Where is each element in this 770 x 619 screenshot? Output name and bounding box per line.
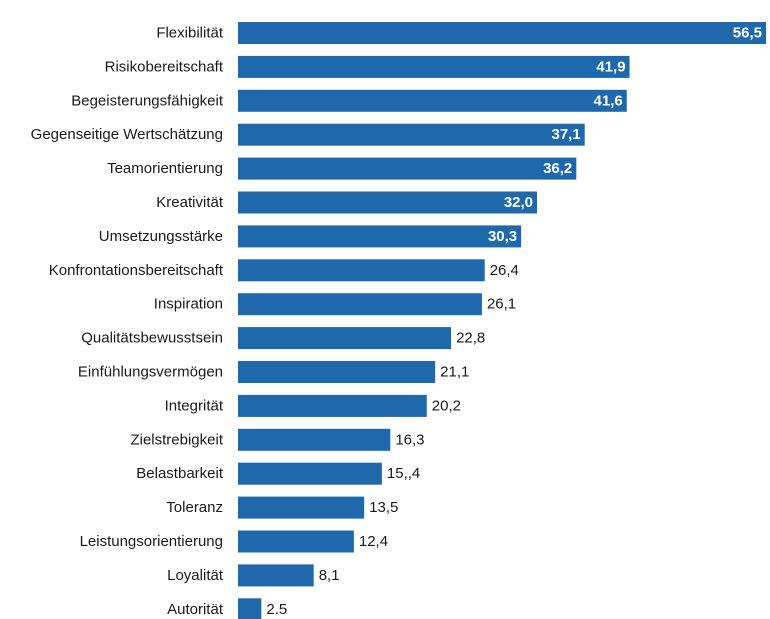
bar (238, 428, 391, 451)
value-label: 20,2 (432, 397, 461, 414)
category-label: Inspiration (154, 296, 223, 313)
value-label: 41,9 (596, 58, 625, 75)
bar (238, 496, 365, 519)
category-label: Begeisterungsfähigkeit (71, 92, 224, 109)
category-label: Risikobereitschaft (105, 58, 224, 75)
category-label: Flexibilität (156, 25, 224, 42)
bar (238, 225, 522, 248)
bar (238, 564, 314, 587)
value-label: 37,1 (552, 126, 581, 143)
category-label: Toleranz (166, 499, 223, 516)
value-label: 26,4 (490, 262, 519, 279)
category-label: Loyalität (167, 567, 224, 584)
category-label: Teamorientierung (107, 160, 223, 177)
bar (238, 598, 262, 619)
bar (238, 89, 627, 112)
value-label: 13,5 (369, 499, 398, 516)
category-label: Zielstrebigkeit (130, 431, 223, 448)
category-label: Belastbarkeit (136, 465, 224, 482)
bar (238, 157, 577, 180)
category-label: Konfrontationsbereitschaft (49, 262, 224, 279)
value-label: 16,3 (395, 431, 424, 448)
value-label: 32,0 (504, 194, 533, 211)
value-label: 26,1 (487, 296, 516, 313)
category-label: Gegenseitige Wertschätzung (31, 126, 223, 143)
value-label: 21,1 (440, 364, 469, 381)
bar (238, 293, 482, 316)
bar (238, 55, 630, 78)
category-label: Integrität (165, 397, 224, 414)
bar (238, 191, 538, 214)
value-label: 8,1 (319, 567, 340, 584)
value-label: 2.5 (266, 601, 287, 618)
category-label: Qualitätsbewusstsein (81, 330, 223, 347)
category-label: Umsetzungsstärke (99, 228, 223, 245)
value-label: 22,8 (456, 330, 485, 347)
bar (238, 530, 354, 553)
value-label: 56,5 (733, 25, 762, 42)
value-label: 36,2 (543, 160, 572, 177)
category-label: Leistungsorientierung (80, 533, 223, 550)
bar (238, 394, 427, 417)
bar (238, 327, 452, 350)
value-label: 30,3 (488, 228, 517, 245)
value-label: 15,,4 (387, 465, 420, 482)
value-label: 12,4 (359, 533, 388, 550)
bar (238, 462, 382, 485)
category-label: Einfühlungsvermögen (78, 364, 223, 381)
bar (238, 361, 436, 383)
category-label: Autorität (167, 601, 224, 618)
value-label: 41,6 (594, 92, 623, 109)
bar (238, 22, 766, 44)
bar (238, 123, 585, 146)
bar (238, 259, 485, 282)
category-label: Kreativität (156, 194, 224, 211)
